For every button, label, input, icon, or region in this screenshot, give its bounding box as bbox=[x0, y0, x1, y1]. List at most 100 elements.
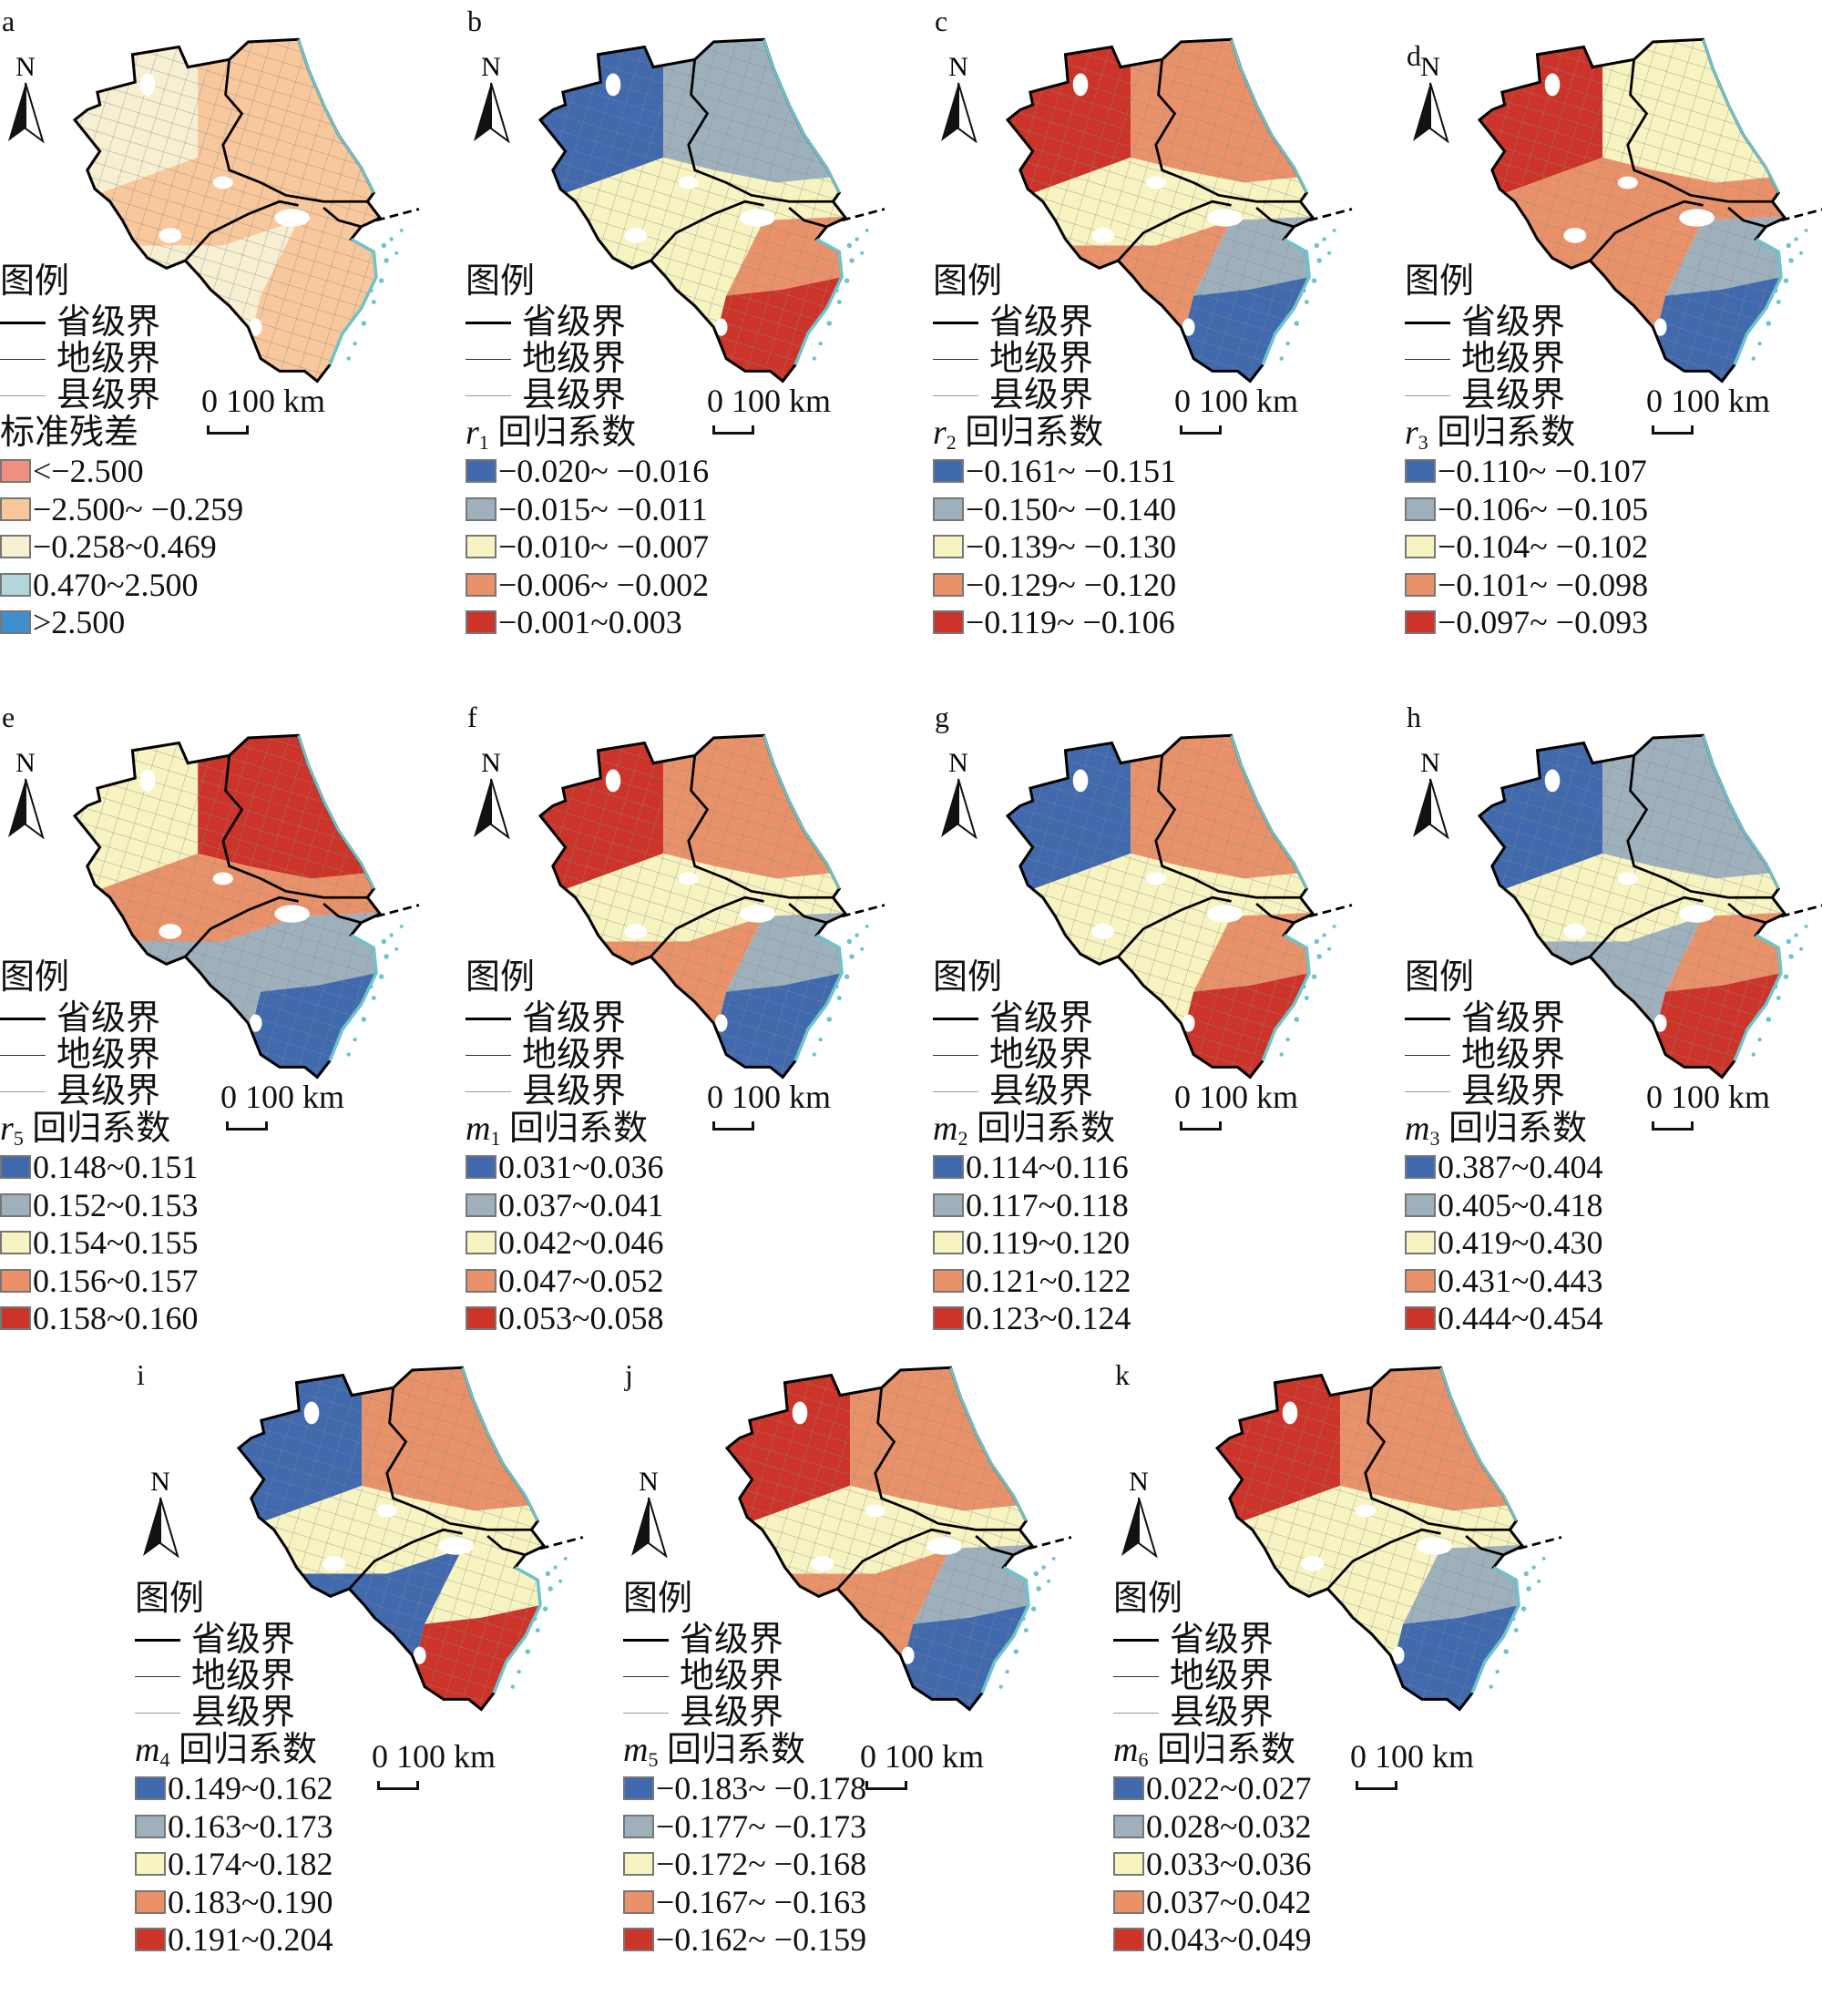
legend-class-label: −0.150~ −0.140 bbox=[966, 490, 1177, 527]
legend-boundary-label: 省级界 bbox=[56, 999, 161, 1038]
boundary-line-swatch bbox=[933, 321, 978, 324]
boundary-line-swatch bbox=[1405, 1090, 1450, 1092]
panel-letter: f bbox=[467, 701, 477, 733]
legend-boundary-label: 县级界 bbox=[1170, 1694, 1274, 1732]
legend-swatch bbox=[1113, 1776, 1144, 1800]
choropleth-map bbox=[535, 728, 890, 1092]
legend-class-item: −0.167~ −0.163 bbox=[623, 1884, 866, 1920]
scale-bar bbox=[207, 425, 249, 435]
legend-class-label: 0.174~0.182 bbox=[168, 1846, 333, 1882]
choropleth-map bbox=[69, 32, 425, 396]
islands bbox=[812, 925, 869, 1057]
legend-class-item: −0.015~ −0.011 bbox=[466, 491, 708, 527]
legend-title-text: 回归系数 bbox=[666, 1731, 805, 1769]
sea-boundary-dashed bbox=[1028, 1536, 1072, 1550]
variable-symbol: m bbox=[466, 1110, 491, 1148]
legend-title-text: 回归系数 bbox=[965, 414, 1104, 452]
variable-symbol: r bbox=[0, 1110, 14, 1148]
legend-swatch bbox=[933, 572, 964, 597]
north-arrow-icon: N bbox=[472, 52, 510, 144]
legend-class-label: 0.431~0.443 bbox=[1438, 1262, 1603, 1299]
legend-class-item: 0.121~0.122 bbox=[933, 1263, 1131, 1299]
north-arrow-icon: N bbox=[1411, 748, 1449, 840]
boundary-line-swatch bbox=[1405, 358, 1450, 360]
boundary-line-swatch bbox=[1405, 1017, 1450, 1020]
legend-boundary-label: 县级界 bbox=[191, 1694, 296, 1732]
province-boundary bbox=[322, 903, 362, 925]
legend-class-item: 0.043~0.049 bbox=[1113, 1921, 1311, 1958]
north-arrow-icon: N bbox=[1411, 52, 1449, 144]
north-arrow-icon: N bbox=[1120, 1467, 1158, 1559]
variable-subscript: 5 bbox=[648, 1748, 659, 1771]
sea-boundary-dashed bbox=[1780, 208, 1822, 222]
legend-heading: 图例 bbox=[1405, 262, 1475, 301]
legend-boundary-3: 县级界 bbox=[1113, 1694, 1274, 1731]
legend-swatch bbox=[1405, 610, 1436, 634]
choropleth-map bbox=[1474, 728, 1822, 1092]
legend-swatch bbox=[466, 572, 496, 597]
boundary-line-swatch bbox=[0, 1054, 46, 1056]
boundary-line-swatch bbox=[933, 1017, 978, 1020]
province-boundary bbox=[385, 1387, 532, 1531]
legend-swatch bbox=[1405, 1231, 1436, 1254]
boundary-line-swatch bbox=[0, 1090, 46, 1092]
province-boundary bbox=[1626, 59, 1773, 203]
north-arrow-icon: N bbox=[939, 748, 978, 840]
legend-class-item: 0.119~0.120 bbox=[933, 1224, 1130, 1261]
choropleth-map bbox=[1474, 32, 1822, 396]
legend-title-text: 回归系数 bbox=[497, 414, 637, 452]
legend-boundary-1: 省级界 bbox=[0, 1000, 160, 1037]
legend-variable-title: m1 回归系数 bbox=[466, 1110, 648, 1157]
legend-swatch bbox=[1113, 1928, 1144, 1951]
panel-letter: b bbox=[467, 5, 482, 37]
legend-class-label: −0.101~ −0.098 bbox=[1438, 566, 1649, 603]
legend-class-item: −0.150~ −0.140 bbox=[933, 491, 1176, 527]
legend-class-item: 0.431~0.443 bbox=[1405, 1263, 1602, 1299]
legend-boundary-label: 县级界 bbox=[522, 376, 627, 414]
boundary-line-swatch bbox=[0, 394, 46, 396]
north-arrow-icon: N bbox=[630, 1467, 668, 1559]
province-boundary bbox=[1364, 1387, 1510, 1531]
province-boundary bbox=[486, 1535, 526, 1557]
province-boundary bbox=[650, 200, 764, 261]
scale-bar bbox=[1652, 425, 1694, 435]
scale-bar-label: 0 100 km bbox=[707, 1079, 832, 1115]
scale-bar bbox=[712, 1121, 754, 1131]
legend-boundary-1: 省级界 bbox=[466, 304, 626, 341]
variable-subscript: 3 bbox=[1418, 431, 1428, 454]
svg-text:N: N bbox=[1420, 748, 1440, 778]
boundary-line-swatch bbox=[933, 358, 978, 360]
legend-boundary-label: 省级界 bbox=[522, 999, 627, 1038]
legend-swatch bbox=[623, 1776, 654, 1800]
legend-class-item: −0.097~ −0.093 bbox=[1405, 604, 1648, 640]
coastline bbox=[1439, 1366, 1518, 1522]
legend-class-label: 0.470~2.500 bbox=[33, 566, 199, 603]
legend-boundary-label: 地级界 bbox=[989, 340, 1094, 378]
boundary-line-swatch bbox=[1113, 1675, 1159, 1677]
legend-swatch bbox=[1113, 1889, 1144, 1914]
svg-text:N: N bbox=[15, 52, 36, 82]
legend-swatch bbox=[933, 535, 964, 558]
legend-swatch bbox=[135, 1852, 166, 1876]
legend-class-label: −0.119~ −0.106 bbox=[966, 604, 1175, 640]
legend-swatch bbox=[933, 496, 964, 521]
legend-class-label: −0.183~ −0.178 bbox=[656, 1770, 867, 1806]
legend-swatch bbox=[0, 610, 31, 634]
legend-boundary-2: 地级界 bbox=[1405, 341, 1565, 377]
legend-class-label: 0.028~0.032 bbox=[1146, 1807, 1312, 1845]
variable-symbol: m bbox=[933, 1110, 958, 1148]
legend-boundary-label: 地级界 bbox=[56, 340, 161, 378]
legend-heading: 图例 bbox=[466, 262, 536, 301]
province-boundary bbox=[1255, 207, 1295, 229]
province-boundary bbox=[348, 1528, 463, 1590]
choropleth-map bbox=[1002, 32, 1357, 396]
legend-class-item: −0.119~ −0.106 bbox=[933, 604, 1175, 640]
panel-letter: g bbox=[935, 701, 949, 733]
legend-class-item: −0.010~ −0.007 bbox=[466, 528, 709, 565]
sea-boundary-dashed bbox=[1518, 1536, 1562, 1550]
panel-letter: a bbox=[2, 5, 15, 37]
boundary-line-swatch bbox=[1405, 394, 1450, 396]
